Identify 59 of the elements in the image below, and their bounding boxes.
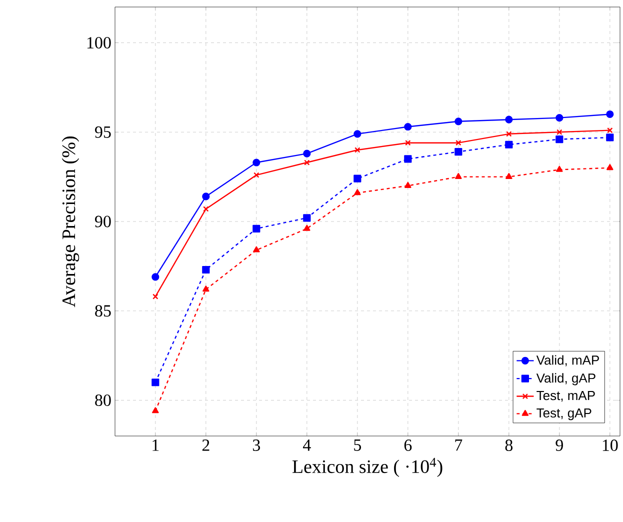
point xyxy=(203,206,209,212)
point xyxy=(404,182,412,188)
x-axis-title: Lexicon size ( ·10$^{4}$) xyxy=(292,458,442,477)
y-tick-label: 95 xyxy=(95,126,111,138)
point xyxy=(152,378,160,386)
point xyxy=(202,192,210,200)
y-tick-label: 90 xyxy=(95,216,111,228)
legend-label: Valid, mAP xyxy=(536,355,599,366)
point xyxy=(556,129,562,135)
point xyxy=(606,134,614,142)
point xyxy=(404,122,412,131)
x-tick-label: 2 xyxy=(202,440,210,451)
y-axis-title: Average Precision (%) xyxy=(62,136,80,308)
point xyxy=(152,273,160,281)
point xyxy=(455,173,462,180)
point xyxy=(606,110,614,118)
legend-label: Test, mAP xyxy=(536,391,595,402)
point xyxy=(404,155,412,163)
point xyxy=(556,166,563,172)
y-tick-label: 80 xyxy=(95,394,111,406)
x-tick-label: 10 xyxy=(602,440,618,452)
legend-label: Valid, gAP xyxy=(536,373,596,386)
point xyxy=(303,214,311,222)
legend-label: Test, gAP xyxy=(536,408,592,420)
point xyxy=(405,140,411,146)
point xyxy=(454,118,462,126)
point xyxy=(253,246,260,252)
x-tick-label: 3 xyxy=(252,440,260,451)
point xyxy=(556,114,564,122)
point xyxy=(354,189,361,196)
y-tick-label: 85 xyxy=(95,305,111,317)
point xyxy=(202,266,210,274)
point xyxy=(152,407,159,414)
x-tick-label: 8 xyxy=(505,440,513,452)
point xyxy=(304,160,310,166)
x-tick-label: 7 xyxy=(455,440,462,451)
point xyxy=(252,158,260,166)
y-tick-label: 100 xyxy=(87,37,111,48)
point xyxy=(506,131,512,137)
point xyxy=(456,140,462,146)
point xyxy=(354,174,362,182)
x-tick-label: 1 xyxy=(152,440,159,451)
point xyxy=(556,135,564,144)
point xyxy=(304,224,310,231)
point xyxy=(354,147,360,153)
x-tick-label: 6 xyxy=(404,440,412,451)
x-tick-label: 4 xyxy=(302,440,311,451)
point xyxy=(254,172,260,178)
point xyxy=(505,140,513,148)
point xyxy=(252,224,260,232)
point xyxy=(506,173,512,180)
point xyxy=(303,150,311,158)
point xyxy=(454,148,462,156)
point xyxy=(202,286,210,292)
point xyxy=(354,130,362,138)
point xyxy=(606,164,614,170)
point xyxy=(505,116,513,124)
x-tick-label: 5 xyxy=(354,440,361,451)
x-tick-label: 9 xyxy=(556,440,563,451)
